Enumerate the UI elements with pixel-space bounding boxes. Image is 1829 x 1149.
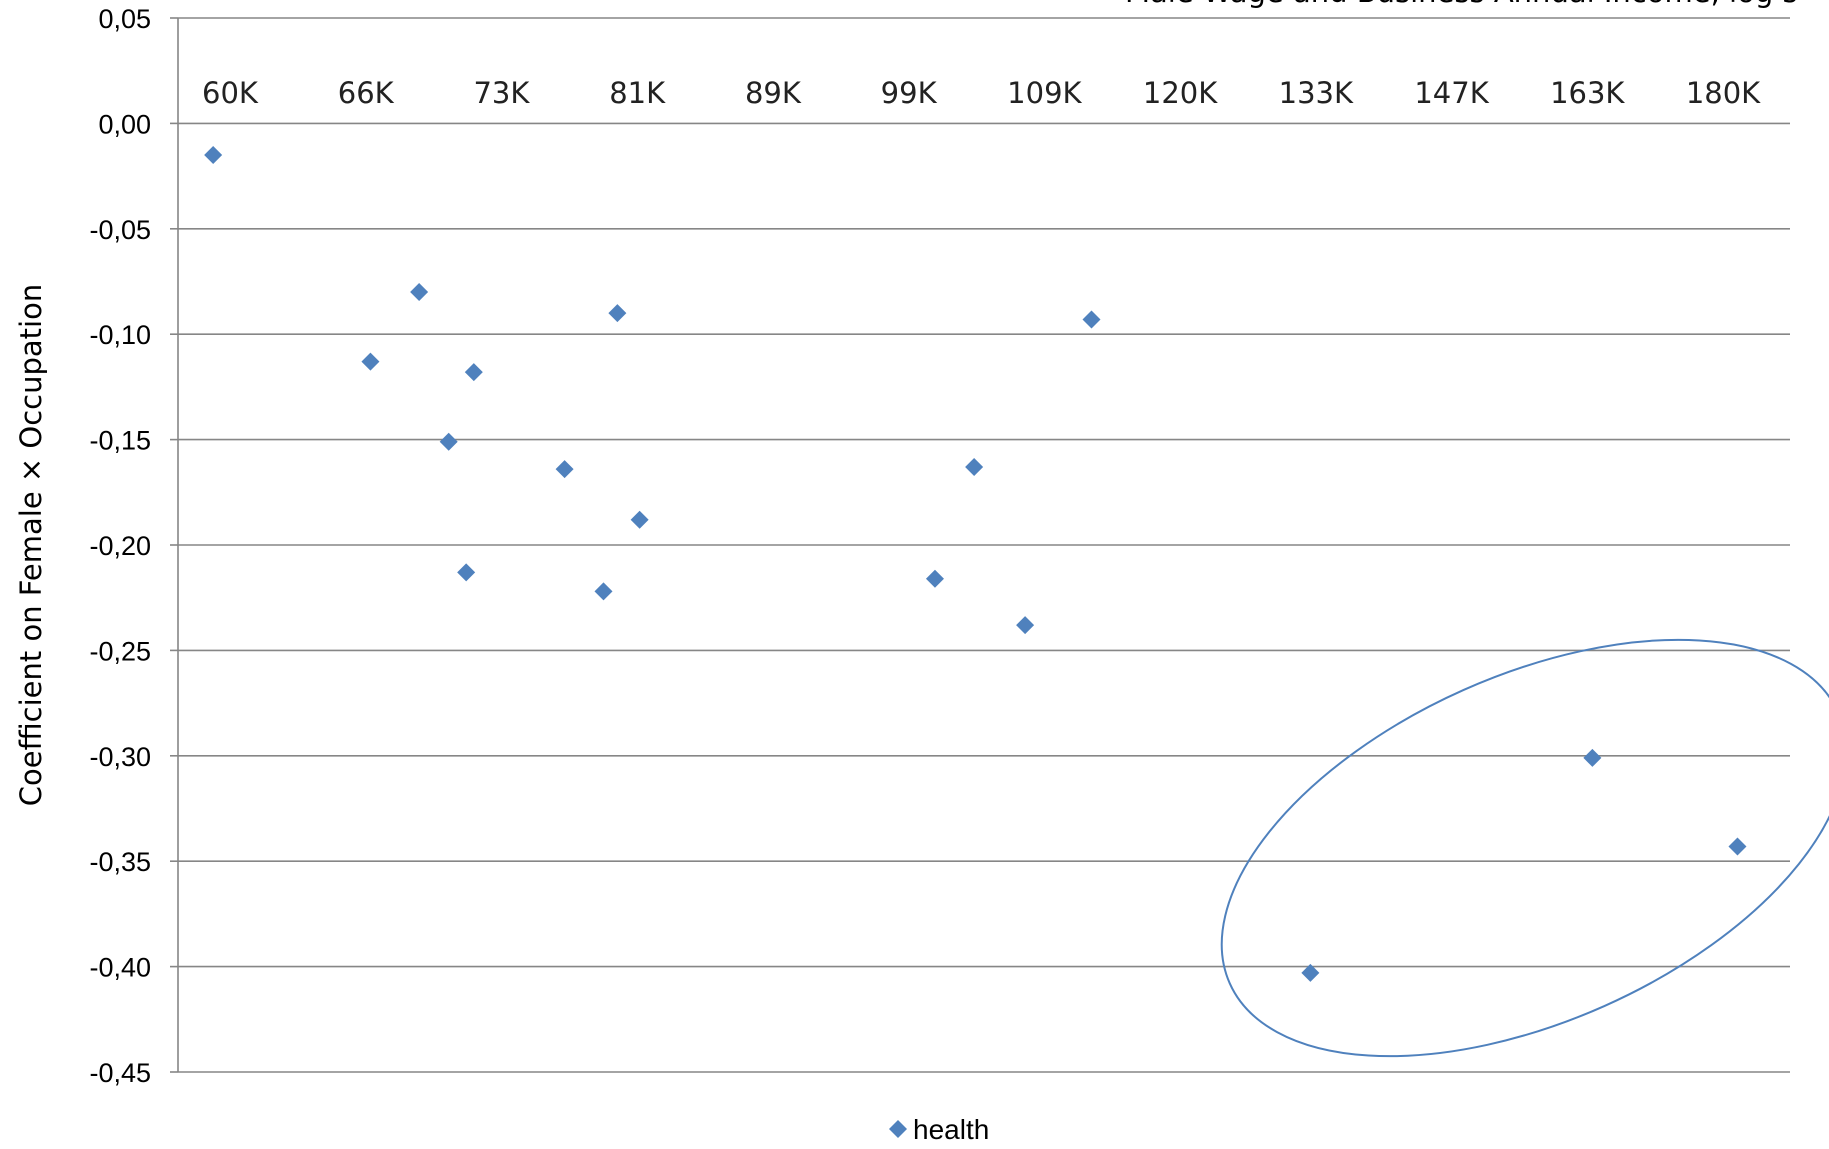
y-tick-label: -0,45 bbox=[89, 1058, 151, 1088]
x-tick-label: 180K bbox=[1686, 76, 1761, 110]
y-tick-label: -0,05 bbox=[89, 215, 151, 245]
data-point bbox=[925, 569, 944, 588]
x-tick-label: 60K bbox=[202, 76, 259, 110]
annotations bbox=[1220, 638, 1829, 1058]
data-point bbox=[439, 432, 458, 451]
x-axis-title: Male Wage and Business Annual Income, lo… bbox=[1125, 0, 1798, 9]
y-tick-label: -0,30 bbox=[89, 742, 151, 772]
axes bbox=[170, 17, 179, 1073]
x-tick-labels: 60K 66K 73K 81K 89K 99K 109K 120K 133K 147K 163K 18… bbox=[202, 76, 1761, 110]
y-tick-label: -0,25 bbox=[89, 636, 151, 666]
y-tick-label: -0,35 bbox=[89, 847, 151, 877]
x-tick-label: 147K bbox=[1414, 76, 1489, 110]
data-point bbox=[965, 458, 984, 477]
data-point bbox=[1728, 837, 1747, 856]
y-tick-label: 0,00 bbox=[98, 109, 151, 139]
data-points bbox=[204, 146, 1747, 982]
data-point bbox=[555, 460, 574, 479]
legend-label: health bbox=[913, 1114, 989, 1144]
data-point bbox=[361, 352, 380, 371]
x-tick-label: 89K bbox=[745, 76, 802, 110]
legend-marker-diamond-icon bbox=[889, 1120, 907, 1138]
data-point bbox=[1016, 616, 1035, 635]
y-tick-label: -0,20 bbox=[89, 531, 151, 561]
data-point bbox=[1082, 310, 1101, 329]
x-tick-label: 66K bbox=[338, 76, 395, 110]
data-point bbox=[630, 510, 649, 529]
y-tick-label: -0,15 bbox=[89, 426, 151, 456]
x-tick-label: 163K bbox=[1550, 76, 1625, 110]
y-tick-label: -0,10 bbox=[89, 320, 151, 350]
data-point bbox=[457, 563, 476, 582]
x-tick-label: 109K bbox=[1007, 76, 1082, 110]
x-tick-label: 81K bbox=[609, 76, 666, 110]
data-point bbox=[594, 582, 613, 601]
data-point bbox=[608, 304, 627, 323]
annotation-ellipse bbox=[1220, 638, 1829, 1058]
data-point bbox=[204, 146, 223, 165]
legend: health bbox=[889, 1114, 989, 1145]
data-point bbox=[410, 283, 429, 302]
data-point bbox=[464, 363, 483, 382]
y-tick-label: 0,05 bbox=[98, 4, 151, 34]
y-tick-label: -0,40 bbox=[89, 953, 151, 983]
y-tick-labels: 0,05 0,00 -0,05 -0,10 -0,15 -0,20 -0,25 -0,30 -0… bbox=[89, 4, 151, 1088]
x-tick-label: 73K bbox=[473, 76, 530, 110]
x-tick-label: 99K bbox=[881, 76, 938, 110]
x-tick-label: 120K bbox=[1143, 76, 1218, 110]
y-axis-title: Coefficient on Female × Occupation bbox=[14, 284, 48, 806]
gridlines bbox=[178, 17, 1790, 1073]
data-point bbox=[1583, 748, 1602, 767]
x-tick-label: 133K bbox=[1279, 76, 1354, 110]
data-point bbox=[1301, 963, 1320, 982]
